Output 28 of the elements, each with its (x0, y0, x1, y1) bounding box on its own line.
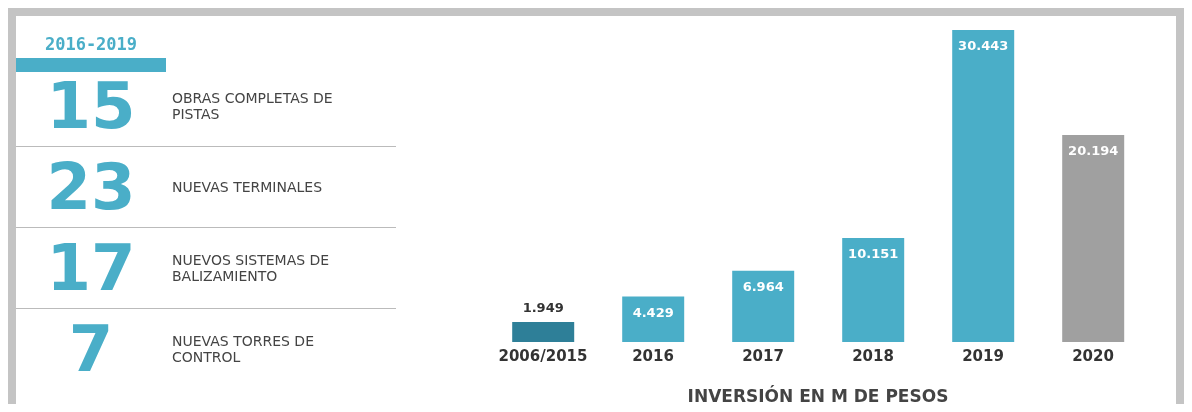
category-label: NUEVAS TERMINALES (171, 179, 324, 195)
category-label: NUEVOS SISTEMAS DE BALIZAMIENTO (171, 252, 331, 284)
data-label: 1.949 (522, 300, 564, 316)
data-label: 30.443 (958, 38, 1009, 53)
x-tick-label: 2006/2015 (498, 346, 588, 365)
category-label: OBRAS COMPLETAS DE PISTAS (171, 90, 334, 122)
data-label: 15 (45, 69, 137, 143)
data-label: 7 (67, 312, 115, 386)
data-label: 4.429 (632, 304, 674, 320)
x-axis-title: INVERSIÓN EN M DE PESOS (686, 386, 950, 406)
data-label: 10.151 (848, 245, 899, 261)
x-tick-label: 2019 (962, 346, 1004, 365)
x-tick-label: 2016 (632, 346, 674, 365)
data-label: 17 (45, 231, 137, 305)
bar (1062, 135, 1125, 342)
data-label: 6.964 (742, 278, 784, 294)
x-tick-label: 2018 (852, 346, 894, 365)
category-label: NUEVAS TORRES DE CONTROL (171, 333, 315, 365)
bar (952, 30, 1015, 342)
x-tick-label: 2017 (742, 346, 784, 365)
bar (622, 296, 685, 342)
data-label: 23 (45, 150, 137, 224)
data-label: 20.194 (1068, 143, 1119, 159)
text: 2016-2019 (43, 34, 139, 54)
bar (842, 237, 905, 342)
bar (732, 270, 795, 342)
x-tick-label: 2020 (1072, 346, 1114, 365)
bar (512, 322, 575, 342)
